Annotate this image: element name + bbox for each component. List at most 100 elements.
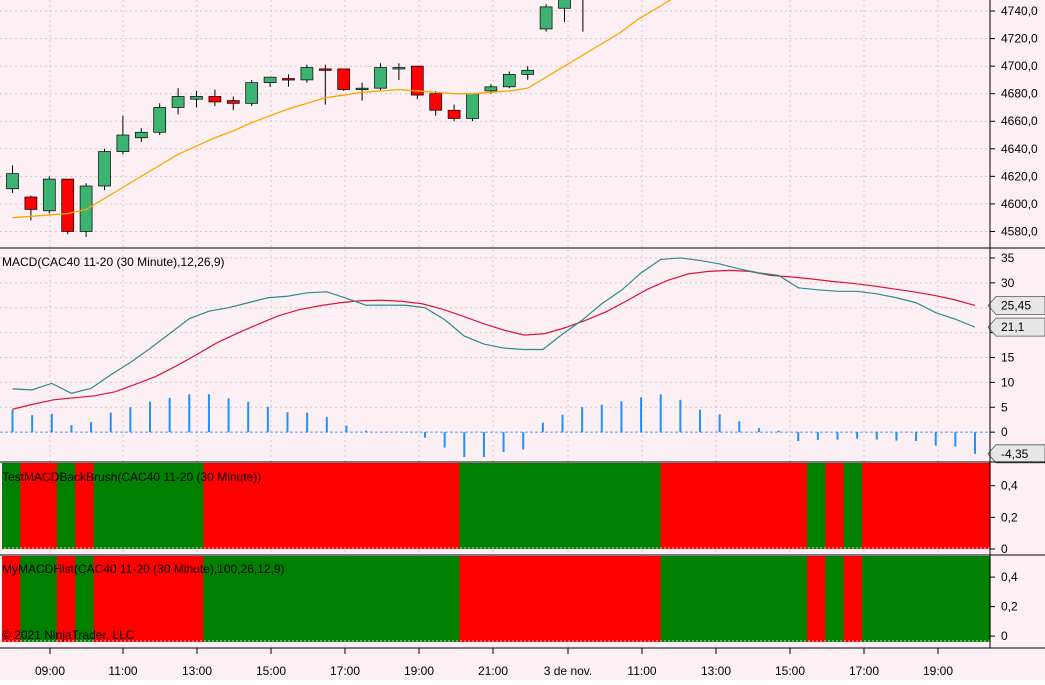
- brush-segment: [935, 556, 955, 642]
- brush-segment: [349, 556, 369, 642]
- brush-segment: [843, 463, 863, 549]
- brush-tick-label: 0: [1001, 629, 1008, 643]
- brush-segment: [239, 463, 259, 549]
- brush-segment: [752, 463, 772, 549]
- candle-body: [502, 74, 516, 88]
- brush-segment: [733, 463, 753, 549]
- brush-segment: [441, 556, 461, 642]
- brush-segment: [93, 463, 113, 549]
- brush-segment: [715, 463, 735, 549]
- brush-segment: [459, 463, 479, 549]
- value-tag-label: 25,45: [1001, 298, 1031, 312]
- x-axis-label: 13:00: [182, 664, 212, 678]
- brush-segment: [2, 463, 21, 549]
- price-tick-label: 4700,0: [1001, 59, 1038, 73]
- brush-segment: [166, 556, 186, 642]
- brush-segment: [404, 556, 424, 642]
- brush-segment: [861, 556, 881, 642]
- brush-segment: [313, 556, 332, 642]
- brush-segment: [660, 463, 680, 549]
- signal-line: [12, 269, 976, 410]
- candle-body: [98, 151, 111, 187]
- brush-segment: [605, 463, 625, 549]
- brush-segment: [331, 463, 351, 549]
- brush-segment: [221, 556, 241, 642]
- candle-body: [134, 131, 148, 139]
- candle-body: [558, 0, 571, 9]
- x-axis-label: 15:00: [775, 664, 805, 678]
- x-axis-label: 13:00: [701, 664, 731, 678]
- brush-segment: [148, 463, 168, 549]
- brush-segment: [56, 556, 76, 642]
- brush-segment: [733, 556, 753, 642]
- brush-segment: [825, 556, 845, 642]
- candle-body: [447, 109, 461, 119]
- candle-body: [300, 67, 314, 81]
- macd-panel[interactable]: [0, 257, 990, 458]
- macd-tick-label: 35: [1001, 251, 1015, 265]
- macd-last-value-tag: 21,1: [987, 317, 1045, 337]
- brush-segment: [111, 463, 131, 549]
- brush-segment: [459, 556, 479, 642]
- brush-segment: [386, 556, 406, 642]
- backbrush-panel[interactable]: [0, 463, 991, 549]
- price-tick-label: 4620,0: [1001, 169, 1038, 183]
- brush-segment: [861, 463, 881, 549]
- brush-segment: [880, 463, 900, 549]
- brush-segment: [697, 463, 717, 549]
- macd-title: MACD(CAC40 11-20 (30 Minute),12,26,9): [2, 255, 225, 269]
- brush-segment: [477, 463, 497, 549]
- brush-segment: [367, 556, 387, 642]
- price-panel[interactable]: [6, 0, 675, 237]
- x-axis-label: 15:00: [256, 664, 286, 678]
- brush-tick-label: 0: [1001, 542, 1008, 556]
- macd-tick-label: 5: [1001, 400, 1008, 414]
- price-tick-label: 4600,0: [1001, 197, 1038, 211]
- x-axis-label: 11:00: [108, 664, 137, 678]
- macd-hist-panel[interactable]: [0, 556, 991, 642]
- brush-segment: [825, 463, 845, 549]
- candle-body: [263, 76, 277, 84]
- brush-segment: [203, 463, 223, 549]
- brush-segment: [752, 556, 772, 642]
- price-tick-label: 4740,0: [1001, 4, 1038, 18]
- brush-segment: [56, 463, 76, 549]
- brush-segment: [898, 463, 918, 549]
- candle-body: [484, 86, 498, 92]
- candle-body: [429, 93, 443, 111]
- candle-body: [466, 93, 479, 119]
- candle-body: [24, 196, 38, 210]
- candle-body: [410, 65, 424, 96]
- brush-segment: [624, 463, 643, 549]
- brush-segment: [642, 463, 662, 549]
- brush-segment: [148, 556, 168, 642]
- brush-segment: [422, 463, 442, 549]
- brush-segment: [953, 556, 973, 642]
- candle-body: [318, 68, 332, 71]
- price-tick-label: 4720,0: [1001, 32, 1038, 46]
- brush-segment: [587, 463, 607, 549]
- x-axis-label: 11:00: [627, 664, 656, 678]
- value-tag-label: 21,1: [1001, 320, 1025, 334]
- brush-segment: [916, 463, 936, 549]
- candle-body: [208, 96, 222, 103]
- brush-segment: [916, 556, 936, 642]
- brush-segment: [843, 556, 863, 642]
- brush-segment: [496, 463, 515, 549]
- brush-segment: [514, 463, 534, 549]
- brush-segment: [294, 463, 314, 549]
- candle-body: [6, 173, 19, 190]
- brush-segment: [258, 463, 278, 549]
- brush-segment: [532, 463, 552, 549]
- brush-segment: [807, 463, 826, 549]
- x-axis-label: 19:00: [404, 664, 434, 678]
- macd-tick-label: 30: [1001, 276, 1015, 290]
- macd-tick-label: 0: [1001, 425, 1008, 439]
- brush-segment: [20, 556, 40, 642]
- brush-segment: [550, 463, 570, 549]
- sma-line: [12, 0, 672, 219]
- macd-tick-label: 15: [1001, 350, 1015, 364]
- brush-segment: [294, 556, 314, 642]
